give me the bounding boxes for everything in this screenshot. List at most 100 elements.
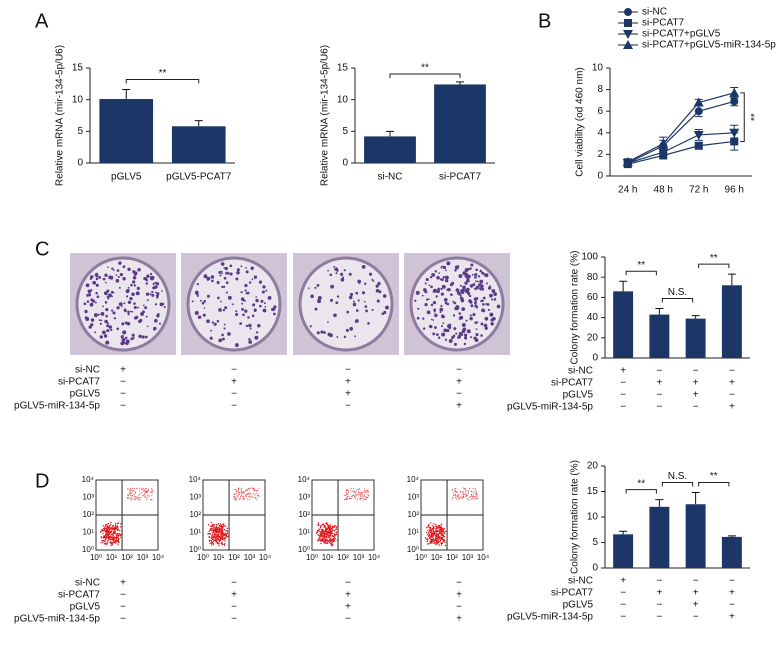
event-dot xyxy=(150,499,152,501)
flow-x-tick-label: 10¹ xyxy=(431,553,443,562)
colony xyxy=(253,308,257,312)
colony xyxy=(489,293,493,298)
event-dot xyxy=(471,494,473,496)
event-dot xyxy=(134,491,136,493)
condition-label: pGLV5 xyxy=(563,600,594,611)
colony xyxy=(474,287,477,291)
event-dot xyxy=(322,531,325,534)
colony xyxy=(210,329,212,332)
condition-sign: − xyxy=(456,578,462,589)
colony xyxy=(248,338,251,341)
event-dot xyxy=(455,496,457,498)
event-dot xyxy=(222,534,224,536)
event-dot xyxy=(133,490,135,492)
condition-sign: − xyxy=(231,401,237,412)
event-dot xyxy=(317,538,320,540)
event-dot xyxy=(253,488,255,491)
colony xyxy=(194,290,199,295)
condition-sign: − xyxy=(345,578,351,589)
event-dot xyxy=(368,495,370,497)
colony xyxy=(433,308,437,312)
colony xyxy=(349,326,354,331)
event-dot xyxy=(219,525,222,528)
flow-y-tick-label: 10³ xyxy=(82,493,94,502)
colony xyxy=(244,283,248,288)
colony xyxy=(103,291,108,296)
event-dot xyxy=(113,540,115,543)
colony xyxy=(316,331,320,335)
event-dot xyxy=(237,494,239,496)
event-dot xyxy=(147,489,150,491)
event-dot xyxy=(116,523,119,525)
colony xyxy=(329,333,333,338)
colony xyxy=(218,338,223,343)
event-dot xyxy=(352,494,354,497)
event-dot xyxy=(247,488,250,490)
event-dot xyxy=(112,542,115,544)
colony xyxy=(371,308,374,311)
colony xyxy=(129,296,133,301)
colony xyxy=(154,319,158,323)
colony xyxy=(202,313,206,317)
colony xyxy=(254,335,259,340)
colony xyxy=(442,276,445,279)
event-dot xyxy=(222,523,225,525)
condition-sign: − xyxy=(620,600,626,611)
event-dot xyxy=(435,526,438,528)
y-axis-label: Relative mRNA (mir-134-5p/U6) xyxy=(320,45,331,186)
event-dot xyxy=(325,531,328,534)
significance-label: ** xyxy=(710,471,718,482)
flow-x-tick-label: 10² xyxy=(446,553,458,562)
condition-sign: − xyxy=(693,402,699,413)
colony xyxy=(104,301,108,304)
event-dot xyxy=(435,527,437,530)
event-dot xyxy=(333,533,336,536)
event-dot xyxy=(104,542,107,544)
colony xyxy=(142,304,145,307)
colony xyxy=(460,298,465,303)
event-dot xyxy=(326,540,328,542)
event-dot xyxy=(433,523,435,525)
event-dot xyxy=(111,544,113,546)
event-dot xyxy=(363,494,366,496)
event-dot xyxy=(365,490,367,492)
significance-label: N.S. xyxy=(668,471,687,482)
colony xyxy=(475,268,478,272)
colony xyxy=(245,324,249,328)
colony xyxy=(248,323,252,328)
colony xyxy=(358,282,361,284)
event-dot xyxy=(435,530,438,533)
event-dot xyxy=(102,539,105,542)
event-dot xyxy=(367,490,369,492)
event-dot xyxy=(224,537,226,540)
event-dot xyxy=(465,489,467,491)
x-tick-label: 72 h xyxy=(689,185,708,196)
colony xyxy=(163,306,166,309)
event-dot xyxy=(105,531,108,534)
event-dot xyxy=(224,543,226,545)
event-dot xyxy=(438,525,440,527)
event-dot xyxy=(235,498,237,501)
event-dot xyxy=(248,495,251,498)
colony xyxy=(486,303,490,306)
event-dot xyxy=(220,539,222,542)
y-tick-label: 5 xyxy=(592,537,598,548)
event-dot xyxy=(103,540,106,542)
y-tick-label: 20 xyxy=(587,461,599,472)
event-dot xyxy=(112,535,114,537)
colony xyxy=(144,306,148,310)
event-dot xyxy=(365,496,367,498)
colony xyxy=(145,315,148,318)
event-dot xyxy=(435,539,437,541)
event-dot xyxy=(431,529,433,531)
error-bar xyxy=(655,308,664,315)
colony xyxy=(108,325,113,329)
colony xyxy=(365,309,369,313)
event-dot xyxy=(325,529,328,531)
colony xyxy=(442,322,445,325)
colony xyxy=(446,328,450,333)
event-dot xyxy=(224,540,226,542)
event-dot xyxy=(133,487,135,490)
event-dot xyxy=(105,538,107,540)
event-dot xyxy=(130,499,132,501)
